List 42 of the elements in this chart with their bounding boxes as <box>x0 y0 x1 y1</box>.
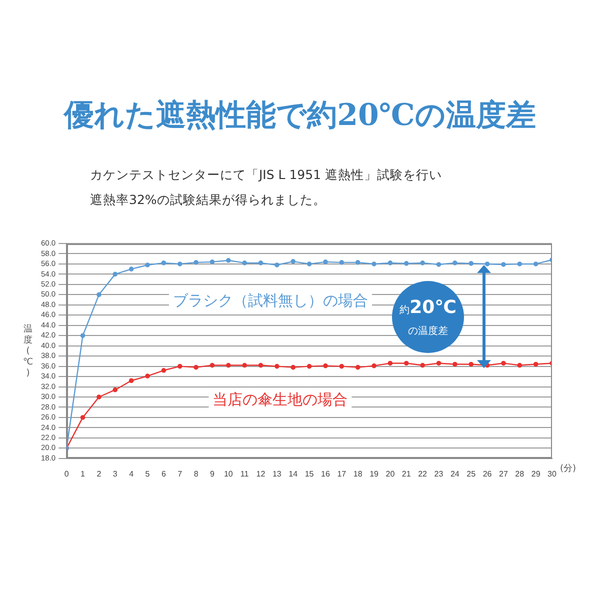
x-tick-label: 9 <box>210 469 215 478</box>
x-tick-label: 18 <box>353 469 363 478</box>
x-tick-label: 24 <box>450 469 460 478</box>
x-tick-label: 21 <box>402 469 412 478</box>
y-axis-title: 温度(℃) <box>22 323 34 378</box>
x-tick-label: 20 <box>386 469 396 478</box>
x-tick-label: 27 <box>499 469 508 478</box>
annotation: 約 <box>400 305 410 316</box>
series-label: 当店の傘生地の場合 <box>212 390 348 408</box>
chart-subtitle: カケンテストセンターにて「JIS L 1951 遮熱性」試験を行い <box>90 166 442 184</box>
annotation: 20℃ <box>410 297 456 318</box>
x-tick-label: 3 <box>112 469 118 478</box>
speech-bubble: 約20℃ の温度差 <box>392 280 464 353</box>
x-tick-label: 29 <box>531 469 541 478</box>
x-axis-title: (分) <box>560 463 576 474</box>
x-tick-label: 17 <box>337 469 347 478</box>
x-tick-label: 5 <box>145 469 150 478</box>
x-tick-label: 25 <box>466 469 476 478</box>
x-tick-label: 14 <box>288 469 298 478</box>
x-tick-label: 1 <box>80 469 86 478</box>
x-tick-label: 23 <box>434 469 444 478</box>
x-tick-label: 28 <box>515 469 525 478</box>
series-label: ブラシク（試料無し）の場合 <box>172 291 368 310</box>
annotation: の温度差 <box>407 324 450 338</box>
x-tick-label: 22 <box>418 469 428 478</box>
x-tick-label: 6 <box>161 469 166 478</box>
x-tick-label: 11 <box>240 469 250 478</box>
x-tick-label: 0 <box>64 469 70 478</box>
x-tick-label: 30 <box>548 469 557 478</box>
x-tick-label: 8 <box>194 469 199 478</box>
x-tick-label: 12 <box>256 469 266 478</box>
x-tick-label: 10 <box>224 469 234 478</box>
x-tick-label: 19 <box>370 469 380 478</box>
x-tick-label: 26 <box>482 469 492 478</box>
chart-title: 優れた遮熱性能で約20℃の温度差 <box>62 97 537 135</box>
x-tick-label: 7 <box>178 469 183 478</box>
x-tick-label: 16 <box>321 469 330 478</box>
x-tick-label: 4 <box>129 469 134 478</box>
x-tick-label: 15 <box>304 469 314 478</box>
text: 遮熱率32%の試験結果が得られました。 <box>90 191 327 209</box>
x-tick-label: 2 <box>96 469 102 478</box>
x-tick-label: 13 <box>272 469 282 478</box>
